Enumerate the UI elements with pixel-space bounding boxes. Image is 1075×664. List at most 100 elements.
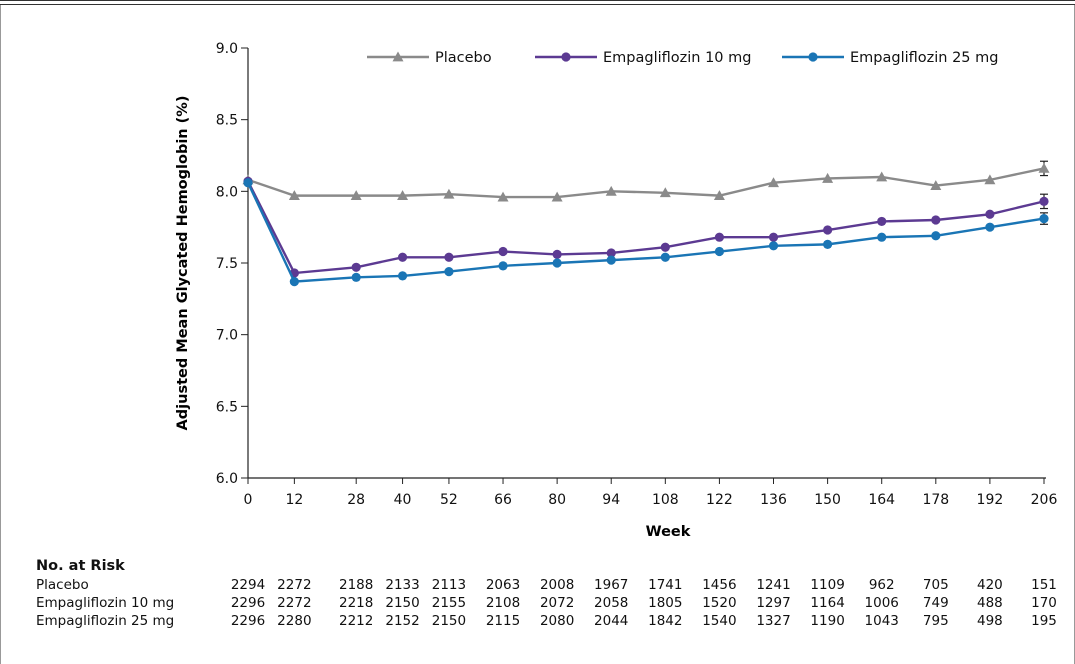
- x-tick-label: 122: [706, 492, 733, 508]
- data-point: [1039, 213, 1049, 224]
- data-point: [876, 171, 888, 182]
- risk-cell: 170: [1031, 595, 1057, 611]
- x-tick-label: 164: [868, 492, 895, 508]
- series-layer: [242, 160, 1050, 287]
- data-point: [659, 187, 671, 198]
- y-axis-label: Adjusted Mean Glycated Hemoglobin (%): [175, 96, 191, 431]
- data-point: [714, 232, 725, 242]
- data-point: [877, 216, 887, 227]
- data-point: [443, 188, 455, 199]
- left-border: [0, 5, 1, 664]
- data-point: [660, 242, 670, 252]
- x-axis-label: Week: [646, 524, 691, 540]
- data-point: [288, 190, 300, 201]
- risk-cell: 2296: [230, 613, 266, 629]
- risk-cell: 1520: [702, 595, 737, 611]
- legend-item-1: Empagliflozin 10 mg: [535, 50, 751, 66]
- risk-cell: 2063: [485, 577, 521, 593]
- risk-cell: 2108: [485, 595, 521, 611]
- risk-row-label: Empagliflozin 10 mg: [36, 595, 175, 611]
- data-point: [397, 271, 408, 281]
- data-point: [498, 261, 508, 271]
- x-tick-label: 40: [394, 492, 412, 508]
- x-tick-label: 28: [347, 492, 365, 508]
- data-point: [823, 239, 833, 249]
- risk-cell: 2008: [539, 577, 575, 593]
- data-point: [822, 172, 834, 183]
- risk-cell: 2218: [339, 595, 374, 611]
- risk-cell: 1043: [864, 613, 899, 629]
- y-tick-label: 6.0: [216, 471, 238, 487]
- legend-label: Empagliflozin 25 mg: [850, 50, 998, 66]
- risk-row: Placebo 2294 2272 2188 2133 2113 2063 2008 1967 1…: [36, 576, 1068, 594]
- risk-cell: 151: [1031, 577, 1057, 593]
- risk-table-title: No. at Risk: [36, 558, 125, 574]
- risk-row: Empagliflozin 10 mg 2296 2272 2218 2150 2155 2…: [36, 594, 1068, 612]
- x-tick-label: 206: [1031, 492, 1058, 508]
- risk-cell: 2072: [539, 595, 575, 611]
- risk-cell: 1190: [810, 613, 845, 629]
- data-point: [1038, 162, 1050, 173]
- x-tick-label: 66: [494, 492, 512, 508]
- data-point: [768, 232, 779, 242]
- data-point: [1039, 196, 1049, 206]
- risk-row-label: Empagliflozin 25 mg: [36, 613, 175, 629]
- risk-cell: 1967: [594, 577, 629, 593]
- risk-cell: 2272: [277, 595, 312, 611]
- series-0: [242, 160, 1050, 202]
- data-point: [444, 252, 454, 262]
- data-point: [606, 255, 616, 265]
- risk-cell: 2058: [594, 595, 629, 611]
- risk-cell: 1540: [702, 613, 737, 629]
- data-point: [552, 258, 562, 268]
- legend-item-2: Empagliflozin 25 mg: [782, 50, 998, 66]
- x-tick-label: 192: [977, 492, 1004, 508]
- risk-cell: 2150: [431, 613, 467, 629]
- risk-cell: 1805: [648, 595, 683, 611]
- risk-cell: 962: [868, 577, 895, 593]
- data-point: [713, 190, 725, 201]
- data-point: [498, 246, 508, 257]
- data-point: [714, 246, 725, 257]
- data-point: [768, 177, 780, 188]
- risk-cell: 2296: [230, 595, 266, 611]
- y-tick-label: 9.0: [216, 41, 238, 57]
- risk-cell: 705: [922, 577, 949, 593]
- data-point: [984, 174, 996, 185]
- x-tick-label: 150: [814, 492, 841, 508]
- risk-cell: 2113: [431, 577, 467, 593]
- risk-cell: 2152: [385, 613, 420, 629]
- legend-marker: [808, 52, 818, 62]
- y-tick-label: 8.5: [216, 113, 238, 129]
- data-point: [444, 267, 454, 277]
- y-tick-label: 7.5: [216, 256, 238, 272]
- risk-cell: 2188: [339, 577, 374, 593]
- risk-cell: 1241: [756, 577, 791, 593]
- risk-cell: 1327: [756, 613, 791, 629]
- risk-cell: 1164: [810, 595, 845, 611]
- x-tick-label: 12: [285, 492, 303, 508]
- data-point: [351, 272, 361, 282]
- risk-cell: 1109: [810, 577, 845, 593]
- risk-cell: 2294: [230, 577, 266, 593]
- data-point: [660, 252, 670, 262]
- x-tick-label: 52: [440, 492, 458, 508]
- risk-cell: 2133: [385, 577, 420, 593]
- hba1c-line-chart: 6.0 6.5 7.0 7.5 8.0 8.5 9.0 0 12 28 40 52 66 80 94 108 1…: [175, 41, 1058, 540]
- risk-cell: 2212: [339, 613, 374, 629]
- series-2: [243, 178, 1049, 287]
- top-rule: [0, 0, 1075, 5]
- x-tick-label: 80: [548, 492, 566, 508]
- data-point: [351, 262, 361, 272]
- risk-cell: 2044: [594, 613, 629, 629]
- series-1: [243, 176, 1049, 278]
- risk-cell: 2080: [539, 613, 575, 629]
- legend-item-0: Placebo: [367, 50, 492, 66]
- legend-marker: [392, 51, 404, 62]
- x-tick-label: 0: [244, 492, 253, 508]
- axes: 6.0 6.5 7.0 7.5 8.0 8.5 9.0 0 12 28 40 52 66 80 94 108 1…: [216, 41, 1058, 508]
- legend-label: Empagliflozin 10 mg: [603, 50, 751, 66]
- data-point: [985, 209, 995, 219]
- data-point: [768, 241, 779, 251]
- risk-cell: 749: [922, 595, 949, 611]
